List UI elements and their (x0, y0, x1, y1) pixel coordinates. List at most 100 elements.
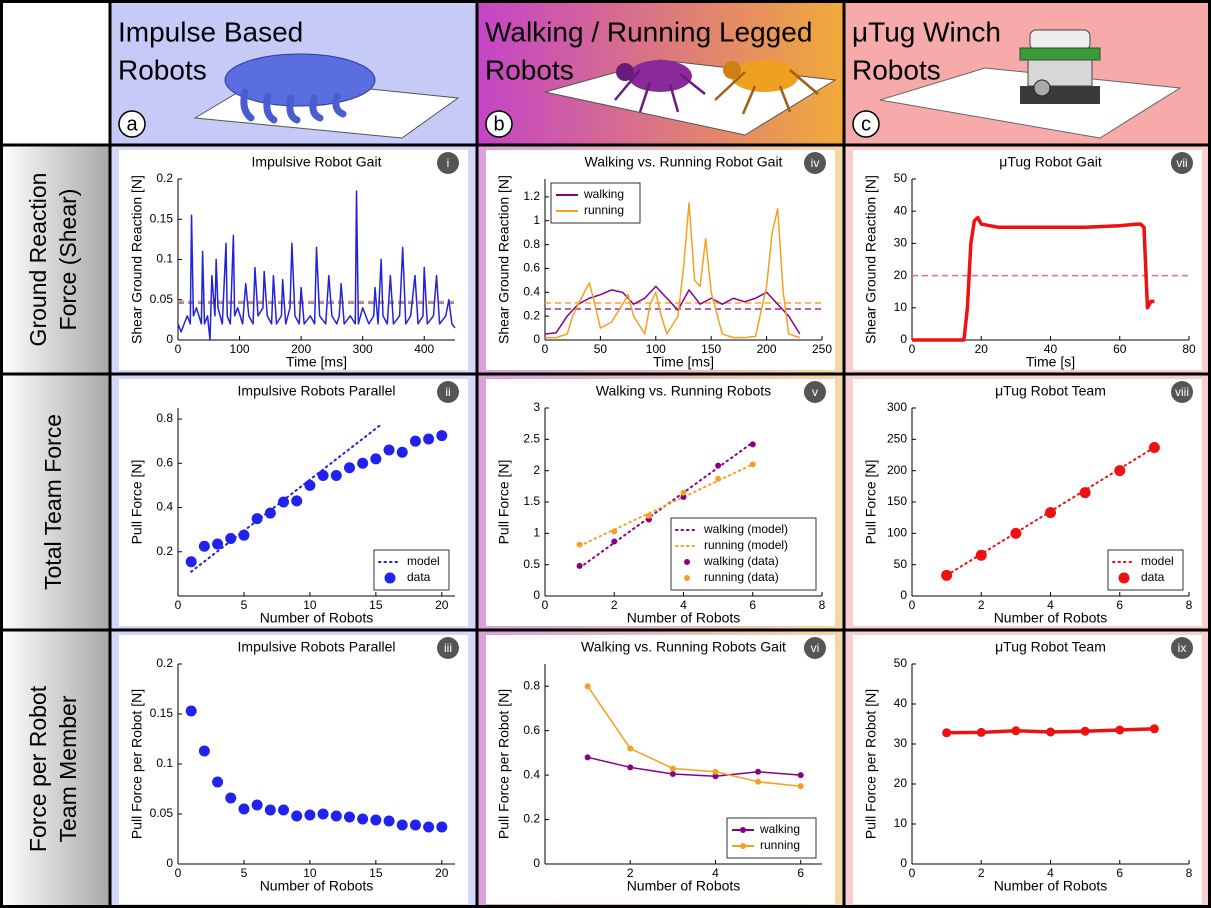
data-point (410, 820, 421, 831)
data-point (331, 811, 342, 822)
y-tick-label: 0 (533, 856, 540, 870)
legend-label: running (760, 838, 800, 852)
panel-badge-label: vi (811, 641, 820, 655)
data-point (423, 433, 434, 444)
data-point (977, 728, 986, 737)
x-tick-label: 400 (414, 342, 434, 356)
data-point (1045, 507, 1056, 518)
data-point (715, 463, 721, 469)
x-tick-label: 0 (175, 866, 182, 880)
y-axis-label: Pull Force per Robot [N] (863, 689, 879, 839)
data-point (384, 445, 395, 456)
legend-label: walking (583, 187, 624, 201)
data-point (1115, 726, 1124, 735)
panel-badge-label: ii (445, 385, 450, 399)
data-point (646, 513, 652, 519)
data-point (423, 822, 434, 833)
legend-label: data (407, 570, 431, 584)
data-point (577, 542, 583, 548)
panel-badge-label: v (812, 385, 818, 399)
data-point (384, 816, 395, 827)
y-tick-label: 10 (894, 816, 908, 830)
row-label: Ground Reaction (25, 173, 51, 347)
x-axis-label: Number of Robots (627, 610, 741, 626)
x-tick-label: 50 (594, 342, 608, 356)
data-point (331, 470, 342, 481)
y-tick-label: 3 (533, 400, 540, 414)
data-point (318, 809, 329, 820)
y-tick-label: 0.4 (523, 284, 540, 298)
data-point (238, 530, 249, 541)
x-tick-label: 0 (909, 342, 916, 356)
data-point (712, 769, 718, 775)
y-tick-label: 20 (894, 268, 908, 282)
x-tick-label: 0 (909, 598, 916, 612)
x-tick-label: 0 (175, 342, 182, 356)
legend-swatch (385, 573, 396, 584)
y-tick-label: 50 (894, 656, 908, 670)
data-point (357, 814, 368, 825)
data-point (397, 820, 408, 831)
x-tick-label: 2 (978, 866, 985, 880)
data-point (585, 683, 591, 689)
data-point (627, 764, 633, 770)
chart-title: μTug Robot Gait (999, 154, 1102, 170)
chart-title: μTug Robot Team (995, 639, 1106, 655)
data-point (1011, 726, 1020, 735)
x-tick-label: 60 (1113, 342, 1127, 356)
y-tick-label: 30 (894, 236, 908, 250)
y-axis-label: Pull Force [N] (863, 460, 879, 545)
x-tick-label: 20 (435, 866, 449, 880)
column-title: Robots (118, 54, 207, 85)
legend-swatch (684, 575, 690, 581)
panel-badge-label: vii (1176, 156, 1187, 170)
y-tick-label: 40 (894, 696, 908, 710)
data-point (1150, 724, 1159, 733)
data-point (976, 550, 987, 561)
data-point (577, 563, 583, 569)
chart-title: Walking vs. Running Robots Gait (581, 639, 786, 655)
column-title: Walking / Running Legged (485, 16, 812, 47)
y-tick-label: 0.6 (523, 723, 540, 737)
y-tick-label: 150 (887, 494, 907, 508)
y-tick-label: 1 (533, 213, 540, 227)
y-tick-label: 2.5 (523, 432, 540, 446)
data-point (750, 461, 756, 467)
x-axis-label: Number of Robots (994, 878, 1108, 894)
data-point (344, 462, 355, 473)
legend-label: model (407, 554, 440, 568)
data-point (278, 497, 289, 508)
y-tick-label: 0.05 (150, 292, 174, 306)
y-tick-label: 50 (894, 557, 908, 571)
y-tick-label: 0.1 (156, 756, 173, 770)
column-title: Robots (485, 54, 574, 85)
x-tick-label: 6 (749, 598, 756, 612)
data-point (252, 800, 263, 811)
panel-badge-label: ix (1178, 641, 1187, 655)
y-tick-label: 300 (887, 400, 907, 414)
data-point (291, 495, 302, 506)
data-point (755, 779, 761, 785)
x-tick-label: 0 (909, 866, 916, 880)
x-axis-label: Number of Robots (627, 878, 741, 894)
y-tick-label: 0 (166, 856, 173, 870)
y-tick-label: 0.2 (156, 544, 173, 558)
x-tick-label: 0 (542, 342, 549, 356)
data-point (798, 772, 804, 778)
y-tick-label: 0.2 (156, 656, 173, 670)
y-tick-label: 1 (533, 526, 540, 540)
y-tick-label: 0.5 (523, 557, 540, 571)
x-tick-label: 8 (1186, 866, 1193, 880)
y-tick-label: 0.15 (150, 706, 174, 720)
data-point (199, 746, 210, 757)
data-point (941, 570, 952, 581)
data-point (344, 812, 355, 823)
legend-label: walking (data) (703, 554, 779, 568)
data-point (1081, 727, 1090, 736)
data-point (670, 765, 676, 771)
y-tick-label: 0.8 (523, 678, 540, 692)
y-tick-label: 0.2 (523, 812, 540, 826)
data-point (199, 541, 210, 552)
corner-cell (0, 0, 110, 145)
chart-title: Impulsive Robot Gait (252, 154, 382, 170)
